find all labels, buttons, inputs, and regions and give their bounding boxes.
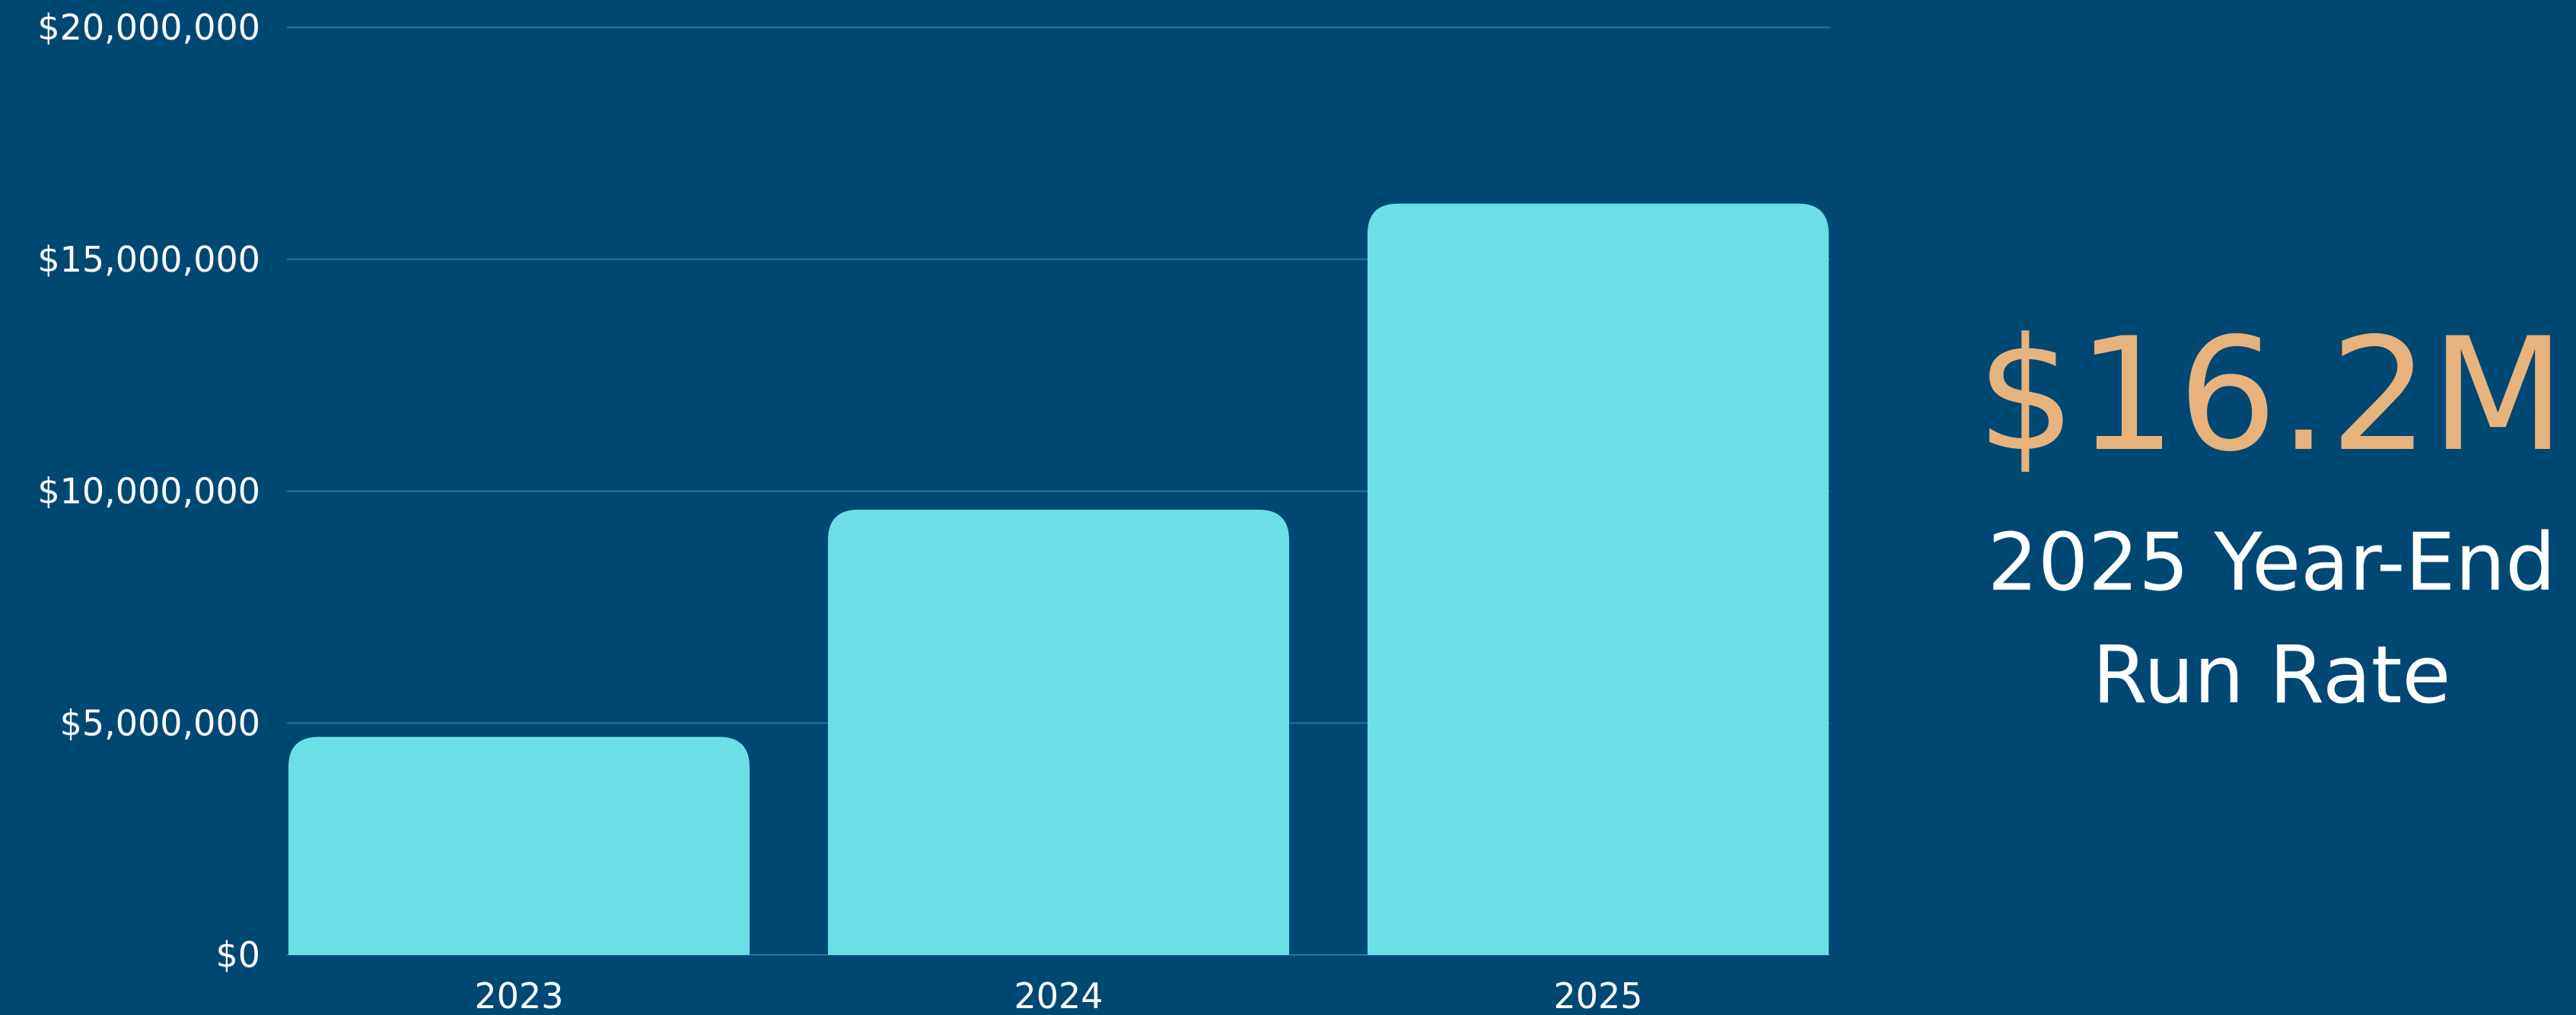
x-tick-label: 2023	[474, 975, 563, 1015]
kpi-caption-line2: Run Rate	[2092, 628, 2451, 721]
y-tick-label: $0	[215, 934, 260, 975]
x-axis-tick-labels: 2023 2024 2025	[474, 975, 1642, 1015]
kpi-caption-line1: 2025 Year-End	[1987, 516, 2556, 609]
y-tick-label: $5,000,000	[60, 702, 260, 743]
y-tick-label: $10,000,000	[37, 471, 260, 512]
y-axis-tick-labels: $0 $5,000,000 $10,000,000 $15,000,000 $20,00…	[37, 7, 260, 975]
bar-2023	[288, 737, 750, 955]
bar-2025	[1368, 203, 1829, 955]
kpi-value: $16.2M	[1976, 305, 2567, 486]
kpi-caption: 2025 Year-End Run Rate	[1933, 506, 2576, 731]
x-tick-label: 2024	[1014, 975, 1103, 1015]
bars	[288, 203, 1829, 955]
y-tick-label: $20,000,000	[37, 7, 260, 48]
x-tick-label: 2025	[1553, 975, 1642, 1015]
y-tick-label: $15,000,000	[37, 239, 260, 280]
bar-2024	[828, 509, 1289, 955]
